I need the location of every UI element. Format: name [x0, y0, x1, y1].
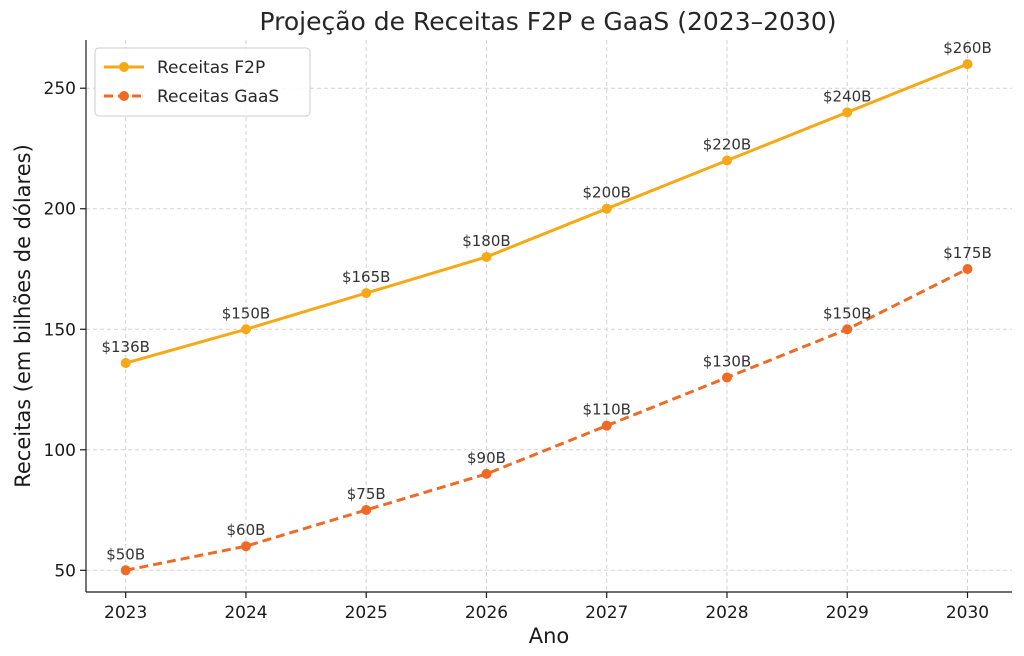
y-tick-label: 50	[54, 561, 76, 581]
data-point	[240, 324, 251, 335]
y-tick-label: 100	[44, 441, 76, 461]
data-label: $50B	[106, 545, 145, 563]
series	[120, 59, 973, 576]
data-label: $136B	[101, 338, 149, 356]
data-label: $165B	[342, 268, 390, 286]
y-ticks: 50 100 150 200 250	[44, 79, 86, 581]
x-axis-label: Ano	[529, 624, 570, 648]
data-point	[361, 288, 372, 299]
data-point	[721, 155, 732, 166]
data-point	[120, 565, 131, 576]
legend-marker-gaas	[119, 91, 129, 101]
x-ticks: 2023 2024 2025 2026 2027 2028 2029 2030	[104, 592, 989, 623]
data-label: $90B	[467, 449, 506, 467]
axes	[85, 40, 1012, 593]
data-point	[240, 541, 251, 552]
y-tick-label: 200	[44, 200, 76, 220]
data-point	[962, 263, 973, 274]
data-label: $75B	[347, 485, 386, 503]
legend: Receitas F2P Receitas GaaS	[94, 47, 311, 117]
data-point	[842, 107, 853, 118]
x-tick-label: 2024	[224, 603, 267, 623]
legend-label-gaas: Receitas GaaS	[157, 87, 279, 107]
data-label: $130B	[703, 352, 751, 370]
x-tick-label: 2027	[585, 603, 628, 623]
x-tick-label: 2028	[705, 603, 748, 623]
y-tick-label: 150	[44, 320, 76, 340]
data-point	[601, 420, 612, 431]
legend-box	[94, 47, 311, 117]
chart-title: Projeção de Receitas F2P e GaaS (2023–20…	[259, 7, 836, 36]
data-label: $220B	[703, 136, 751, 154]
x-tick-label: 2025	[345, 603, 388, 623]
data-labels: $136B $150B $165B $180B $200B $220B $240B $260B…	[101, 39, 991, 563]
data-point	[361, 505, 372, 516]
data-label: $150B	[823, 304, 871, 322]
x-tick-label: 2023	[104, 603, 147, 623]
data-label: $180B	[462, 232, 510, 250]
data-point	[721, 372, 732, 383]
data-label: $150B	[222, 304, 270, 322]
data-label: $240B	[823, 87, 871, 105]
data-point	[601, 203, 612, 214]
y-axis-label: Receitas (em bilhões de dólares)	[11, 144, 35, 488]
y-tick-label: 250	[44, 79, 76, 99]
x-tick-label: 2029	[826, 603, 869, 623]
data-point	[481, 468, 492, 479]
data-label: $60B	[226, 521, 265, 539]
data-label: $175B	[943, 244, 991, 262]
data-label: $200B	[582, 184, 630, 202]
x-tick-label: 2030	[946, 603, 989, 623]
data-point	[842, 324, 853, 335]
legend-label-f2p: Receitas F2P	[157, 58, 265, 78]
data-point	[120, 358, 131, 369]
legend-marker-f2p	[119, 62, 129, 72]
series-line-gaas	[125, 267, 969, 572]
series-line-f2p	[125, 62, 969, 365]
x-tick-label: 2026	[465, 603, 508, 623]
grid	[86, 40, 1012, 592]
data-label: $110B	[582, 401, 630, 419]
data-point	[481, 251, 492, 262]
data-point	[962, 59, 973, 70]
data-label: $260B	[943, 39, 991, 57]
